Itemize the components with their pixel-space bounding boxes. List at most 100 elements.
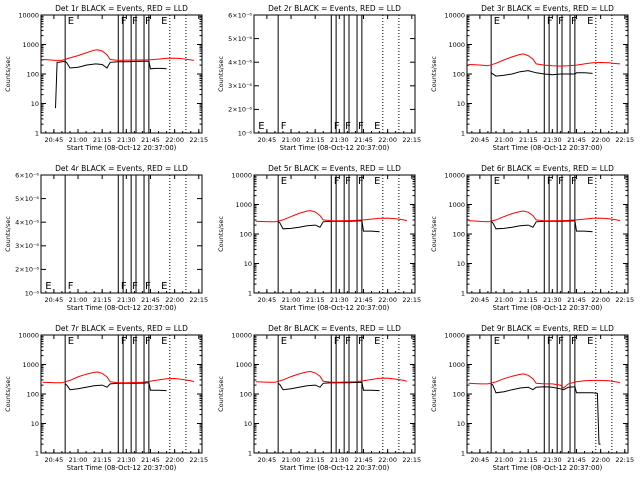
x-tick-label: 22:15: [189, 296, 208, 304]
series-events: [490, 220, 593, 233]
x-tick-label: 20:45: [471, 456, 490, 464]
panel-det-1: Det 1r BLACK = Events, RED = LLD 20:45 21:…: [4, 4, 208, 152]
x-tick-label: 22:15: [615, 456, 634, 464]
y-tick-label: 5×10⁻⁶: [15, 195, 39, 203]
y-tick-label: 1000: [448, 361, 465, 369]
x-tick-label: 21:15: [306, 296, 325, 304]
y-tick-label: 10000: [444, 331, 465, 339]
x-axis-label: Start Time (08-Oct-12 20:37:00): [67, 464, 177, 472]
y-tick-label: 100: [240, 230, 252, 238]
y-tick-label: 100: [27, 70, 39, 78]
flag-letter: E: [281, 336, 287, 347]
panel-title: Det 2r BLACK = Events, RED = LLD: [268, 4, 401, 13]
x-axis-label: Start Time (08-Oct-12 20:37:00): [280, 144, 390, 152]
y-tick-label: 1: [461, 129, 465, 137]
y-tick-label: 100: [27, 390, 39, 398]
flag-letter: F: [358, 121, 364, 132]
y-tick-label: 1000: [22, 41, 39, 49]
x-tick-label: 21:30: [330, 456, 349, 464]
flag-letter: E: [374, 336, 380, 347]
panel-title: Det 6r BLACK = Events, RED = LLD: [481, 164, 614, 173]
x-tick-label: 22:00: [378, 136, 397, 144]
x-axis-label: Start Time (08-Oct-12 20:37:00): [493, 144, 603, 152]
y-tick-label: 10000: [231, 171, 252, 179]
flag-letter: E: [68, 16, 74, 27]
flag-letter: F: [345, 336, 351, 347]
y-tick-label: 1: [461, 449, 465, 457]
series-events: [490, 383, 601, 445]
flag-letter: E: [374, 121, 380, 132]
x-tick-label: 20:45: [45, 296, 64, 304]
y-tick-label: 10: [31, 100, 39, 108]
flag-letter: F: [121, 16, 127, 27]
flag-letter: F: [132, 281, 138, 292]
y-axis-label: Counts/sec: [430, 56, 438, 92]
y-tick-label: 2×10⁻⁶: [15, 266, 39, 274]
flag-letter: E: [494, 16, 500, 27]
y-tick-label: 3×10⁻⁶: [15, 242, 39, 250]
y-tick-label: 1: [248, 289, 252, 297]
x-tick-label: 21:30: [543, 136, 562, 144]
flag-letter: F: [334, 336, 340, 347]
x-tick-label: 22:15: [402, 456, 421, 464]
flag-letter: F: [547, 176, 553, 187]
x-tick-label: 21:45: [354, 296, 373, 304]
flag-letter: E: [587, 16, 593, 27]
y-tick-label: 10: [31, 420, 39, 428]
panel-det-4: Det 4r BLACK = Events, RED = LLD 20:45 21:…: [4, 164, 208, 312]
plot-frame: [253, 14, 416, 134]
y-tick-label: 10: [244, 420, 252, 428]
x-tick-label: 21:45: [141, 456, 160, 464]
x-tick-label: 21:30: [117, 136, 136, 144]
panel-title: Det 4r BLACK = Events, RED = LLD: [55, 164, 188, 173]
flag-letter: F: [547, 16, 553, 27]
series-events: [277, 220, 380, 233]
flag-letter: E: [161, 16, 167, 27]
panel-det-6: Det 6r BLACK = Events, RED = LLD 20:45 21:…: [430, 164, 634, 312]
x-tick-label: 21:45: [354, 456, 373, 464]
flag-letter: F: [132, 16, 138, 27]
y-tick-label: 1: [35, 129, 39, 137]
x-tick-label: 21:15: [519, 456, 538, 464]
panel-title: Det 7r BLACK = Events, RED = LLD: [55, 324, 188, 333]
panel-det-7: Det 7r BLACK = Events, RED = LLD 20:45 21:…: [4, 324, 208, 472]
series-events: [277, 381, 380, 392]
x-tick-label: 22:00: [591, 296, 610, 304]
y-tick-label: 5×10⁻⁶: [228, 35, 252, 43]
x-tick-label: 20:45: [258, 136, 277, 144]
flag-letter: E: [587, 336, 593, 347]
y-tick-label: 10: [457, 100, 465, 108]
y-tick-label: 100: [453, 70, 465, 78]
y-tick-label: 10000: [444, 11, 465, 19]
y-tick-label: 4×10⁻⁶: [228, 59, 252, 67]
flag-letter: E: [587, 176, 593, 187]
flag-letter: E: [68, 336, 74, 347]
x-tick-label: 21:30: [117, 296, 136, 304]
y-tick-label: 10⁻⁶: [25, 289, 40, 297]
y-tick-label: 1000: [235, 361, 252, 369]
y-axis-label: Counts/sec: [430, 376, 438, 412]
x-tick-label: 21:45: [141, 136, 160, 144]
x-tick-label: 21:45: [141, 296, 160, 304]
panel-title: Det 1r BLACK = Events, RED = LLD: [55, 4, 188, 13]
x-tick-label: 22:15: [189, 456, 208, 464]
y-tick-label: 10000: [18, 331, 39, 339]
flag-letter: F: [345, 176, 351, 187]
x-tick-label: 21:15: [519, 296, 538, 304]
y-tick-label: 1: [461, 289, 465, 297]
y-tick-label: 1: [248, 449, 252, 457]
x-tick-label: 21:00: [282, 296, 301, 304]
series-lld: [42, 49, 194, 61]
x-tick-label: 22:00: [378, 296, 397, 304]
x-tick-label: 22:15: [402, 296, 421, 304]
x-tick-label: 20:45: [258, 456, 277, 464]
y-axis-label: Counts/sec: [430, 216, 438, 252]
flag-letter: E: [161, 281, 167, 292]
x-tick-label: 21:30: [543, 456, 562, 464]
y-tick-label: 10: [457, 260, 465, 268]
series-lld: [255, 210, 408, 223]
y-tick-label: 10000: [231, 331, 252, 339]
flag-letter: F: [571, 16, 577, 27]
panel-title: Det 9r BLACK = Events, RED = LLD: [481, 324, 614, 333]
x-tick-label: 21:45: [354, 136, 373, 144]
